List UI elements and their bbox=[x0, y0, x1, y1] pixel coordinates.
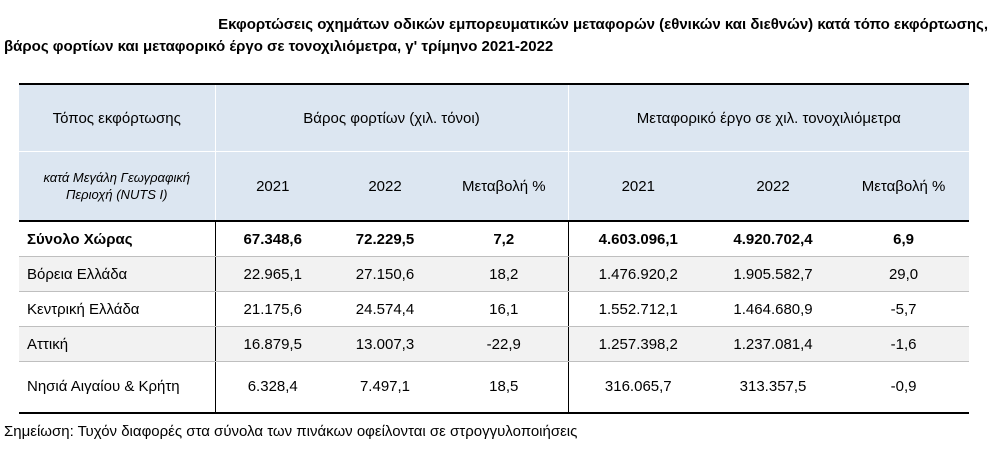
row-name: Βόρεια Ελλάδα bbox=[19, 256, 216, 292]
cell-work-2021: 1.257.398,2 bbox=[568, 326, 709, 362]
header-place: Τόπος εκφόρτωσης bbox=[19, 83, 216, 152]
table-row-total: Σύνολο Χώρας 67.348,6 72.229,5 7,2 4.603… bbox=[19, 221, 970, 257]
row-name: Νησιά Αιγαίου & Κρήτη bbox=[19, 361, 216, 414]
freight-table: Τόπος εκφόρτωσης Βάρος φορτίων (χιλ. τόν… bbox=[19, 83, 970, 414]
cell-weight-2022: 72.229,5 bbox=[330, 221, 440, 257]
header-work-group: Μεταφορικό έργο σε χιλ. τονοχιλιόμετρα bbox=[568, 83, 970, 152]
table-row: Νησιά Αιγαίου & Κρήτη 6.328,4 7.497,1 18… bbox=[19, 361, 970, 414]
cell-work-2021: 316.065,7 bbox=[568, 361, 709, 414]
header-work-2022: 2022 bbox=[708, 151, 839, 221]
cell-weight-2022: 24.574,4 bbox=[330, 291, 440, 327]
header-weight-group: Βάρος φορτίων (χιλ. τόνοι) bbox=[215, 83, 569, 152]
header-work-2021: 2021 bbox=[568, 151, 709, 221]
table-row: Αττική 16.879,5 13.007,3 -22,9 1.257.398… bbox=[19, 326, 970, 362]
header-region-label: κατά Μεγάλη Γεωγραφική Περιοχή (NUTS I) bbox=[19, 151, 216, 221]
cell-work-change: -0,9 bbox=[838, 361, 970, 414]
cell-work-2022: 1.905.582,7 bbox=[708, 256, 839, 292]
cell-weight-change: 18,2 bbox=[440, 256, 569, 292]
cell-weight-2022: 27.150,6 bbox=[330, 256, 440, 292]
cell-weight-2021: 22.965,1 bbox=[215, 256, 330, 292]
cell-work-2022: 1.237.081,4 bbox=[708, 326, 839, 362]
header-row-1: Τόπος εκφόρτωσης Βάρος φορτίων (χιλ. τόν… bbox=[19, 83, 970, 152]
cell-weight-2021: 21.175,6 bbox=[215, 291, 330, 327]
footnote: Σημείωση: Τυχόν διαφορές στα σύνολα των … bbox=[4, 423, 578, 440]
cell-weight-change: 16,1 bbox=[440, 291, 569, 327]
cell-weight-2021: 16.879,5 bbox=[215, 326, 330, 362]
cell-work-2022: 4.920.702,4 bbox=[708, 221, 839, 257]
cell-weight-2021: 6.328,4 bbox=[215, 361, 330, 414]
row-name: Κεντρική Ελλάδα bbox=[19, 291, 216, 327]
cell-work-2021: 1.552.712,1 bbox=[568, 291, 709, 327]
cell-weight-2022: 13.007,3 bbox=[330, 326, 440, 362]
cell-weight-2022: 7.497,1 bbox=[330, 361, 440, 414]
row-name: Σύνολο Χώρας bbox=[19, 221, 216, 257]
header-weight-2022: 2022 bbox=[330, 151, 440, 221]
cell-work-2021: 4.603.096,1 bbox=[568, 221, 709, 257]
table-row: Βόρεια Ελλάδα 22.965,1 27.150,6 18,2 1.4… bbox=[19, 256, 970, 292]
cell-weight-change: 7,2 bbox=[440, 221, 569, 257]
cell-weight-change: -22,9 bbox=[440, 326, 569, 362]
title-line-2: βάρος φορτίων και μεταφορικό έργο σε τον… bbox=[4, 38, 554, 55]
cell-work-change: -1,6 bbox=[838, 326, 970, 362]
cell-weight-2021: 67.348,6 bbox=[215, 221, 330, 257]
table-title: Εκφορτώσεις οχημάτων οδικών εμπορευματικ… bbox=[4, 14, 988, 58]
header-row-2: κατά Μεγάλη Γεωγραφική Περιοχή (NUTS I) … bbox=[19, 151, 970, 221]
cell-work-change: -5,7 bbox=[838, 291, 970, 327]
cell-weight-change: 18,5 bbox=[440, 361, 569, 414]
row-name: Αττική bbox=[19, 326, 216, 362]
header-weight-change: Μεταβολή % bbox=[440, 151, 569, 221]
cell-work-change: 29,0 bbox=[838, 256, 970, 292]
table-row: Κεντρική Ελλάδα 21.175,6 24.574,4 16,1 1… bbox=[19, 291, 970, 327]
cell-work-2021: 1.476.920,2 bbox=[568, 256, 709, 292]
cell-work-change: 6,9 bbox=[838, 221, 970, 257]
header-weight-2021: 2021 bbox=[215, 151, 330, 221]
header-work-change: Μεταβολή % bbox=[838, 151, 970, 221]
title-line-1: Εκφορτώσεις οχημάτων οδικών εμπορευματικ… bbox=[218, 16, 988, 33]
cell-work-2022: 1.464.680,9 bbox=[708, 291, 839, 327]
cell-work-2022: 313.357,5 bbox=[708, 361, 839, 414]
